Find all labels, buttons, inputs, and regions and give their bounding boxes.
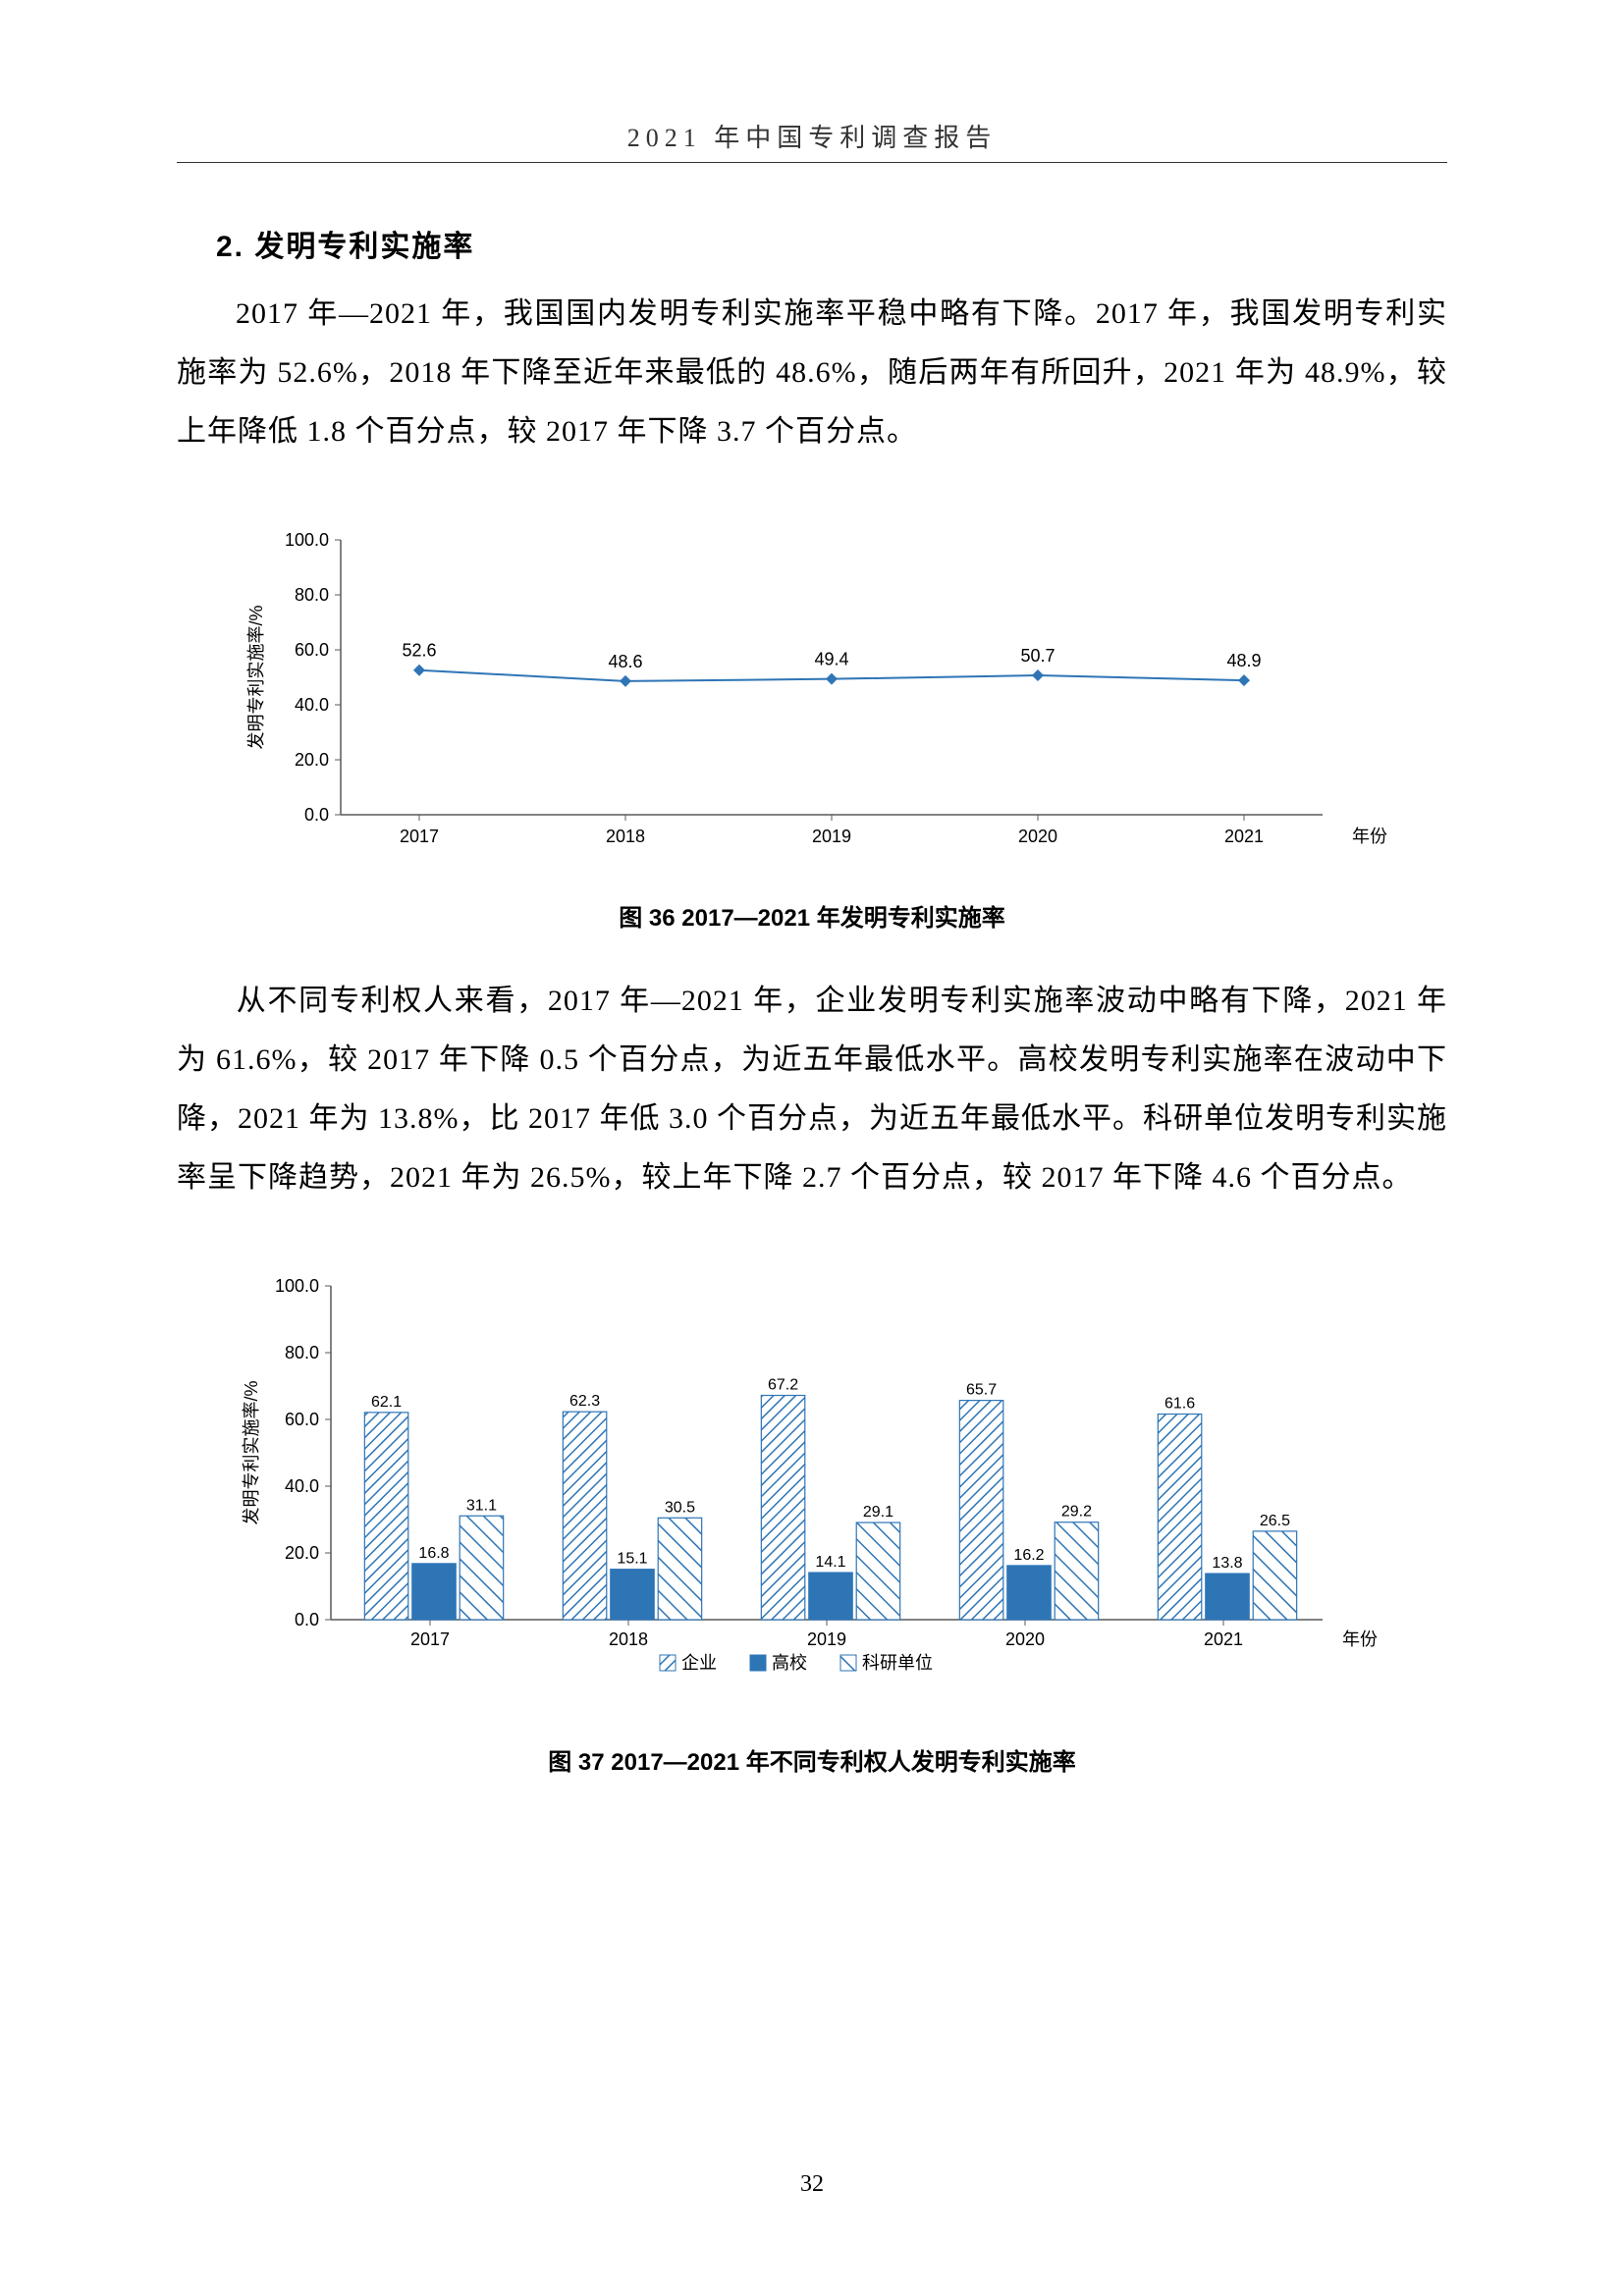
svg-text:15.1: 15.1 — [617, 1551, 647, 1568]
svg-text:13.8: 13.8 — [1212, 1555, 1242, 1572]
paragraph-2-text: 从不同专利权人来看，2017 年—2021 年，企业发明专利实施率波动中略有下降… — [177, 985, 1447, 1194]
svg-text:2019: 2019 — [807, 1629, 846, 1649]
svg-text:40.0: 40.0 — [295, 695, 329, 715]
svg-text:发明专利实施率/%: 发明专利实施率/% — [242, 1380, 261, 1524]
svg-text:2017: 2017 — [400, 827, 439, 846]
paragraph-1: 2017 年—2021 年，我国国内发明专利实施率平稳中略有下降。2017 年，… — [177, 285, 1447, 461]
svg-text:16.8: 16.8 — [418, 1545, 449, 1562]
svg-text:14.1: 14.1 — [815, 1554, 845, 1571]
svg-text:20.0: 20.0 — [285, 1543, 319, 1563]
svg-text:40.0: 40.0 — [285, 1476, 319, 1496]
svg-text:48.9: 48.9 — [1226, 651, 1261, 670]
svg-text:49.4: 49.4 — [814, 650, 848, 669]
svg-text:年份: 年份 — [1352, 827, 1387, 846]
svg-text:62.1: 62.1 — [371, 1394, 402, 1411]
svg-text:科研单位: 科研单位 — [862, 1653, 933, 1673]
svg-text:50.7: 50.7 — [1020, 646, 1055, 666]
svg-text:0.0: 0.0 — [304, 805, 329, 825]
svg-text:2019: 2019 — [812, 827, 851, 846]
svg-text:29.1: 29.1 — [863, 1504, 893, 1521]
svg-text:2021: 2021 — [1204, 1629, 1243, 1649]
svg-text:100.0: 100.0 — [275, 1276, 319, 1296]
svg-text:52.6: 52.6 — [402, 641, 436, 661]
chart-37-caption: 图 37 2017—2021 年不同专利权人发明专利实施率 — [177, 1742, 1447, 1777]
svg-text:60.0: 60.0 — [295, 640, 329, 660]
header-separator — [177, 162, 1447, 163]
svg-text:30.5: 30.5 — [665, 1499, 695, 1516]
svg-text:发明专利实施率/%: 发明专利实施率/% — [246, 605, 266, 749]
svg-text:2018: 2018 — [606, 827, 645, 846]
paragraph-2: 从不同专利权人来看，2017 年—2021 年，企业发明专利实施率波动中略有下降… — [177, 972, 1447, 1207]
svg-text:26.5: 26.5 — [1260, 1513, 1290, 1529]
paragraph-1-text: 2017 年—2021 年，我国国内发明专利实施率平稳中略有下降。2017 年，… — [177, 297, 1447, 448]
svg-text:100.0: 100.0 — [285, 530, 329, 550]
chart-37-container: 0.0 20.0 40.0 60.0 80.0 100.0 发明专利实施率/% 2017 62.… — [223, 1256, 1401, 1713]
chart-37-svg: 0.0 20.0 40.0 60.0 80.0 100.0 发明专利实施率/% 2017 62.… — [223, 1256, 1401, 1708]
svg-text:2020: 2020 — [1005, 1629, 1045, 1649]
svg-text:60.0: 60.0 — [285, 1410, 319, 1429]
chart-36-container: 0.0 20.0 40.0 60.0 80.0 100.0 2017 2018 2019 2020… — [223, 510, 1401, 869]
chart-36-caption: 图 36 2017—2021 年发明专利实施率 — [177, 898, 1447, 933]
svg-text:16.2: 16.2 — [1013, 1547, 1044, 1564]
svg-text:61.6: 61.6 — [1164, 1396, 1195, 1413]
svg-text:31.1: 31.1 — [466, 1497, 497, 1514]
svg-text:48.6: 48.6 — [608, 652, 642, 671]
svg-text:80.0: 80.0 — [295, 585, 329, 605]
page: 2021 年中国专利调查报告 2. 发明专利实施率 2017 年—2021 年，… — [0, 0, 1624, 2296]
section-heading: 2. 发明专利实施率 — [216, 222, 1447, 265]
svg-text:2021: 2021 — [1224, 827, 1264, 846]
svg-text:20.0: 20.0 — [295, 750, 329, 770]
svg-text:29.2: 29.2 — [1061, 1504, 1092, 1521]
svg-text:80.0: 80.0 — [285, 1343, 319, 1362]
svg-text:67.2: 67.2 — [768, 1377, 798, 1394]
svg-text:0.0: 0.0 — [295, 1610, 319, 1629]
svg-text:年份: 年份 — [1342, 1629, 1378, 1649]
svg-text:企业: 企业 — [681, 1653, 717, 1673]
svg-text:2020: 2020 — [1018, 827, 1057, 846]
chart-36-svg: 0.0 20.0 40.0 60.0 80.0 100.0 2017 2018 2019 2020… — [223, 510, 1401, 864]
svg-text:2018: 2018 — [609, 1629, 648, 1649]
svg-text:65.7: 65.7 — [966, 1382, 997, 1399]
svg-text:2017: 2017 — [410, 1629, 450, 1649]
page-number: 32 — [0, 2171, 1624, 2198]
svg-text:高校: 高校 — [772, 1653, 807, 1673]
svg-text:62.3: 62.3 — [569, 1393, 600, 1410]
page-header-title: 2021 年中国专利调查报告 — [177, 118, 1447, 154]
